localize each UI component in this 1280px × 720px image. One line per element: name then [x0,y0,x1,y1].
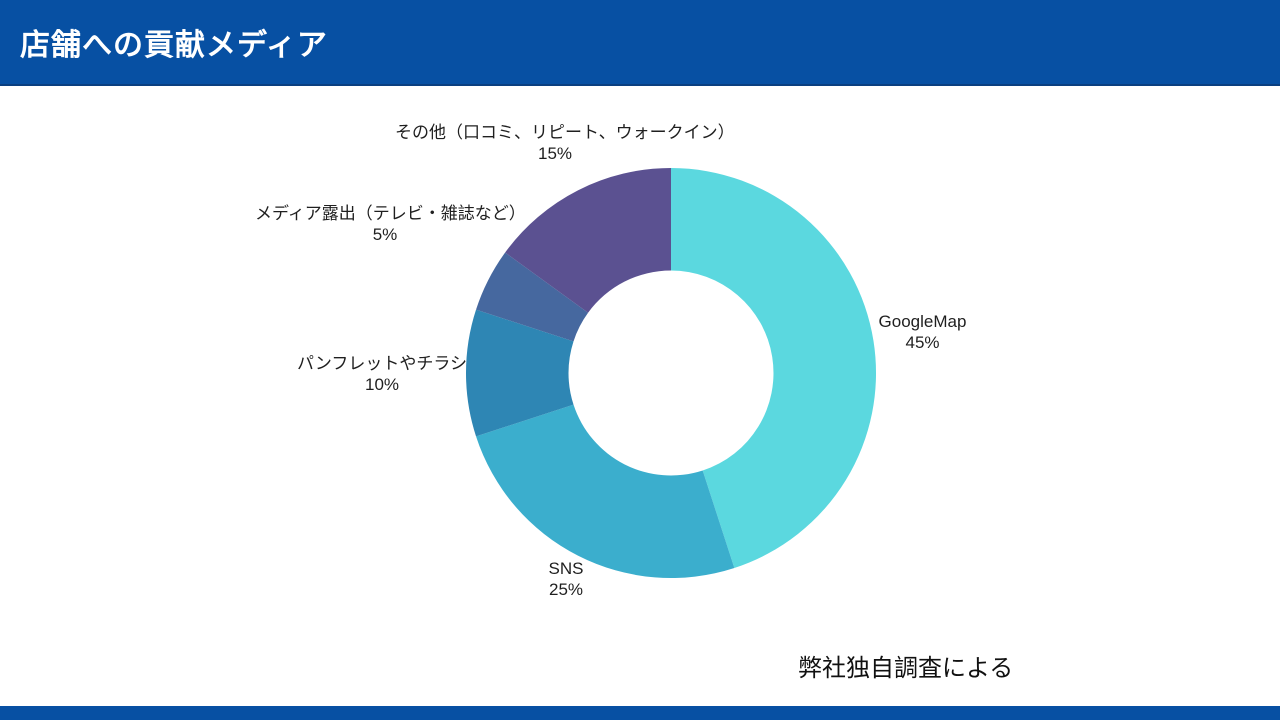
segment-label-text: その他（口コミ、リピート、ウォークイン） [395,123,735,142]
segment-label-percent: 10% [364,375,400,394]
donut-segment-2 [465,309,574,437]
segment-label-other: その他（口コミ、リピート、ウォークイン） 15% [395,122,735,164]
segment-label-googlemap: GoogleMap 45% [840,311,1005,353]
segment-label-pamphlet: パンフレットやチラシ 10% [282,353,482,395]
segment-label-text: メディア露出（テレビ・雑誌など） [255,204,526,223]
source-note: 弊社独自調査による [798,655,1014,682]
segment-label-text: GoogleMap [878,312,967,331]
donut-segment-1 [476,404,735,579]
segment-label-percent: 25% [548,580,584,599]
segment-label-text: パンフレットやチラシ [297,354,467,373]
donut-segment-3 [476,252,589,342]
segment-label-text: SNS [548,559,584,578]
donut-chart [465,168,877,579]
segment-label-percent: 5% [372,225,398,244]
donut-segment-0 [671,168,877,568]
donut-segment-4 [505,168,671,313]
segment-label-percent: 15% [537,144,573,163]
segment-label-sns: SNS 25% [516,558,616,600]
segment-label-media: メディア露出（テレビ・雑誌など） 5% [255,203,526,245]
segment-label-percent: 45% [905,333,940,352]
footer-bar [0,706,1280,720]
header: 店舗への貢献メディア [0,0,1280,86]
page-title: 店舗への貢献メディア [20,29,328,62]
